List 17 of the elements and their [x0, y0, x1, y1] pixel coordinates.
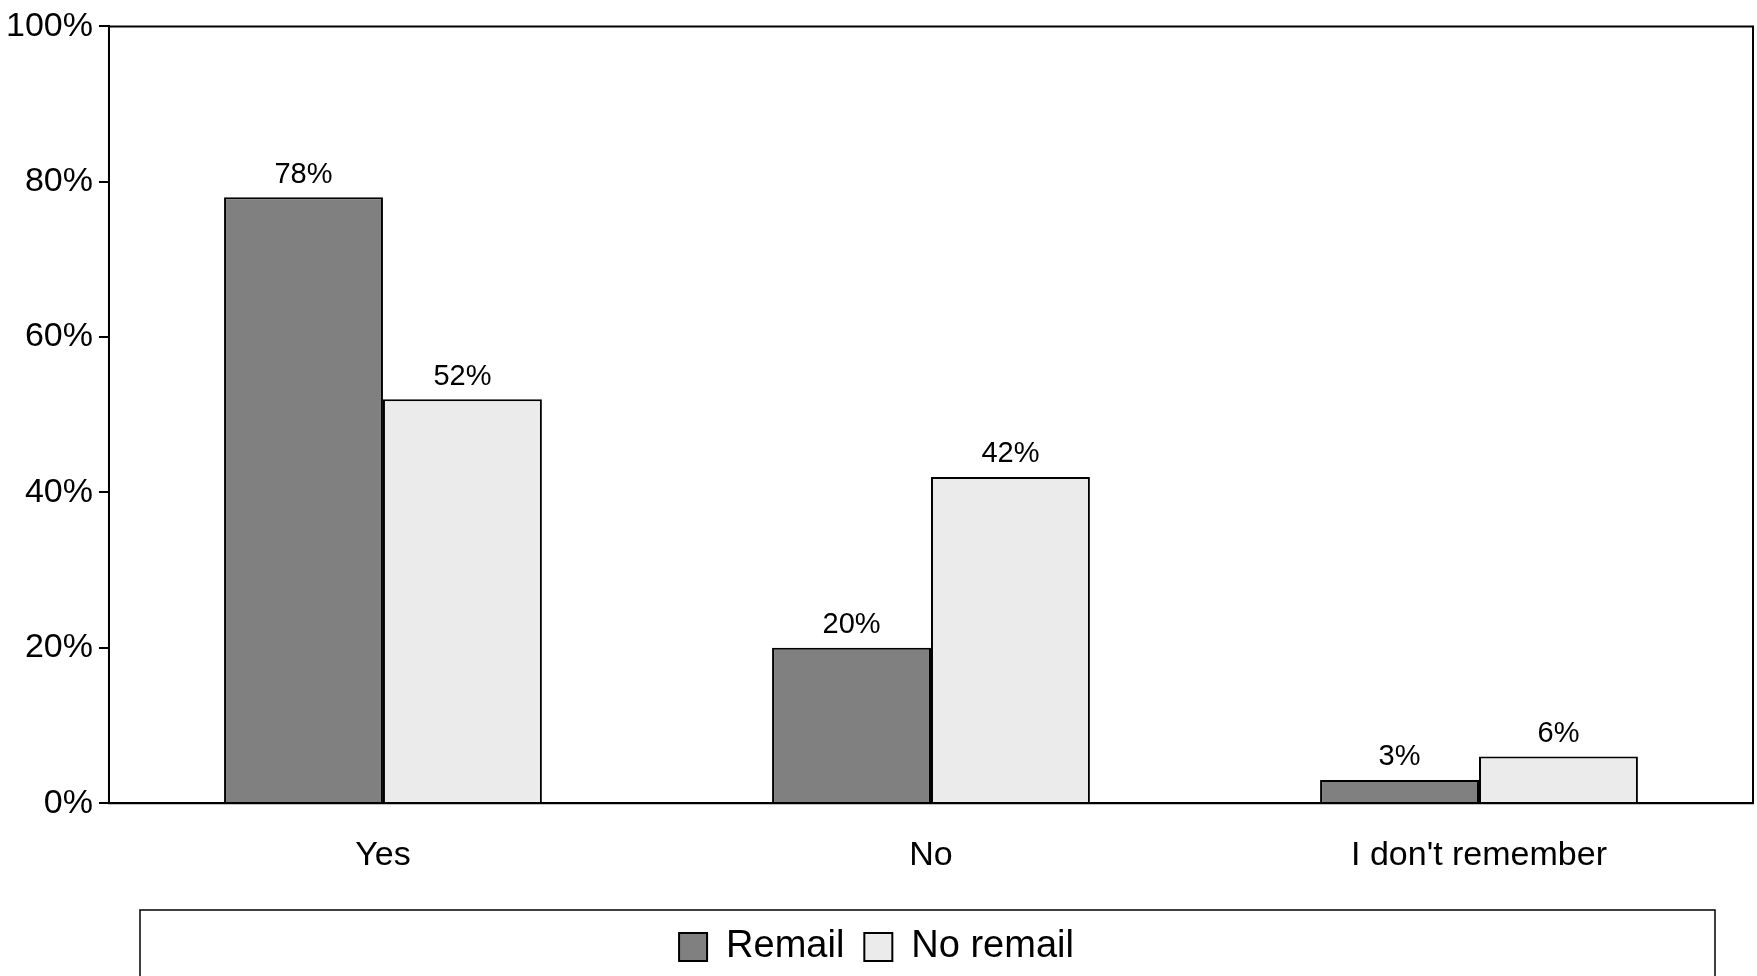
- y-tick-label: 60%: [24, 315, 93, 354]
- y-tick-label: 80%: [24, 160, 93, 199]
- x-tick-label: I don't remember: [1351, 833, 1607, 872]
- y-tick-label: 0%: [43, 781, 93, 820]
- legend-label: Remail: [726, 923, 845, 966]
- data-label: 3%: [1378, 739, 1421, 772]
- data-label: 6%: [1537, 716, 1580, 749]
- y-tick-label: 100%: [5, 4, 93, 43]
- data-label: 52%: [433, 358, 492, 391]
- x-tick-label: Yes: [355, 833, 411, 872]
- legend-label: No remail: [911, 923, 1074, 966]
- y-tick-label: 40%: [24, 470, 93, 509]
- data-label: 42%: [981, 436, 1040, 469]
- y-tick-label: 20%: [24, 626, 93, 665]
- x-tick-label: No: [909, 833, 953, 872]
- data-label: 78%: [274, 156, 333, 189]
- data-label: 20%: [822, 607, 881, 640]
